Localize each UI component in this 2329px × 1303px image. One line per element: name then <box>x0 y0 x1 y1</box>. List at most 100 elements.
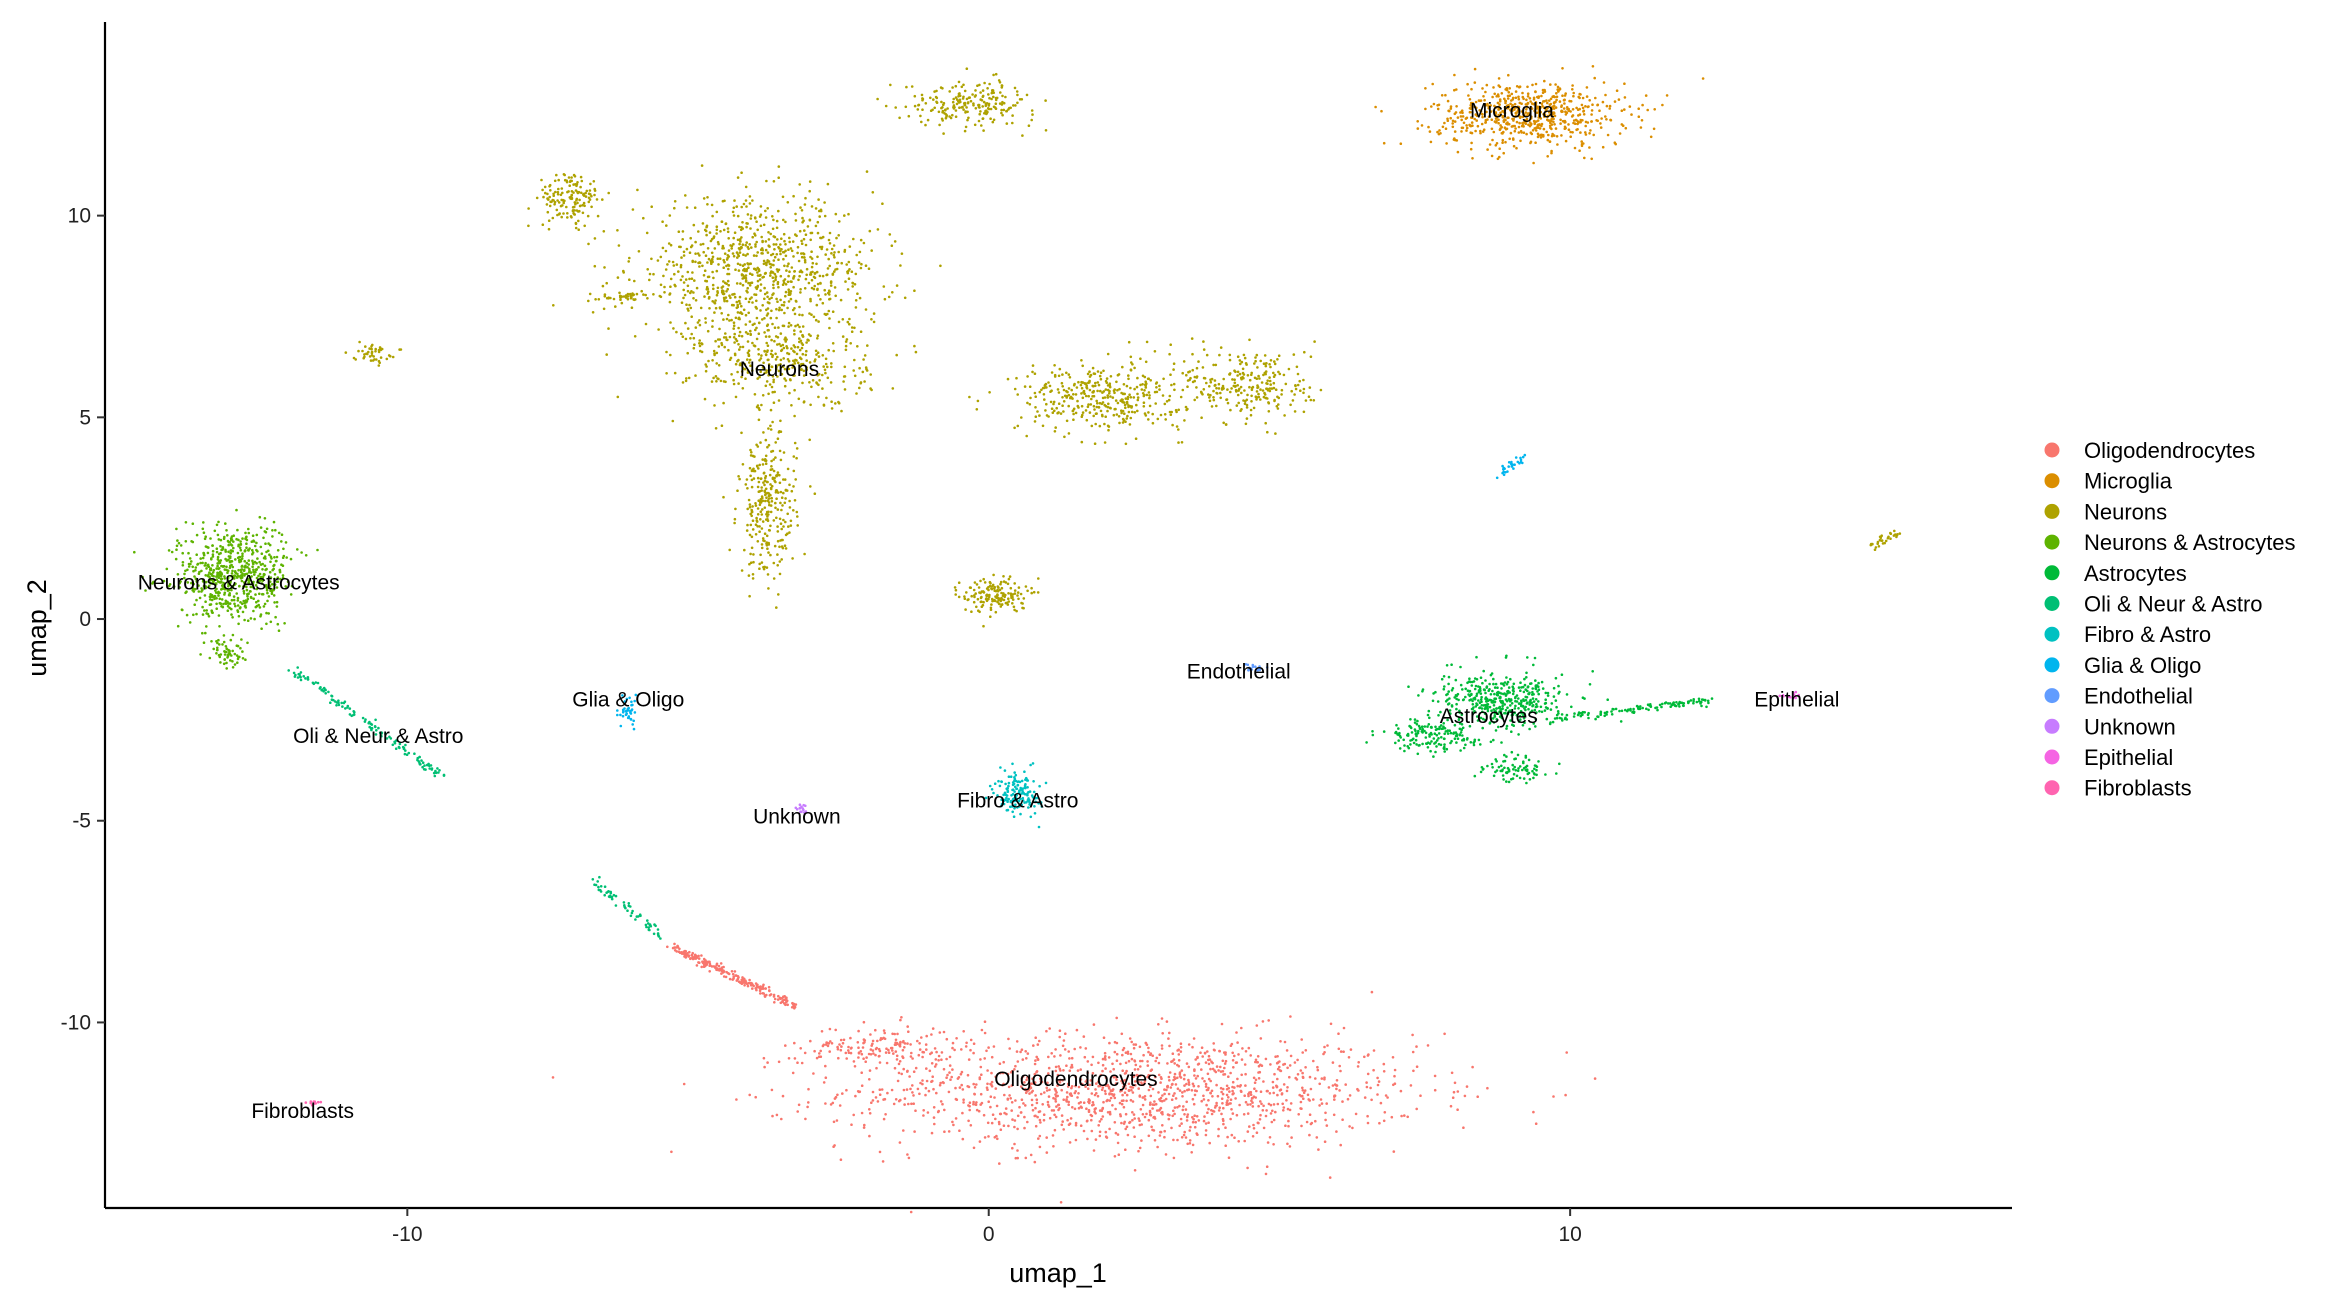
data-point <box>748 358 752 362</box>
data-point <box>1074 1138 1078 1142</box>
data-point <box>1453 1081 1457 1085</box>
data-point <box>1023 1126 1026 1130</box>
data-point <box>593 187 596 191</box>
data-point <box>715 225 719 228</box>
data-point <box>920 1036 923 1039</box>
data-point <box>1020 1098 1024 1101</box>
data-point <box>772 280 775 283</box>
data-point <box>1046 1103 1050 1107</box>
data-point <box>799 364 802 368</box>
data-point <box>756 266 759 270</box>
data-point <box>1483 103 1487 107</box>
data-point <box>685 377 688 380</box>
data-point <box>779 501 782 505</box>
data-point <box>1061 385 1064 388</box>
data-point <box>1151 1128 1154 1132</box>
data-point <box>1082 1101 1086 1104</box>
data-point <box>1235 390 1238 393</box>
data-point <box>831 273 835 276</box>
data-point <box>1223 1062 1227 1065</box>
data-point <box>951 113 954 117</box>
data-point <box>703 269 707 273</box>
data-point <box>1497 107 1501 111</box>
data-point <box>1276 1093 1279 1097</box>
data-point <box>1276 358 1279 361</box>
data-point <box>1085 1107 1088 1110</box>
data-point <box>1176 1138 1179 1142</box>
data-point <box>750 451 753 454</box>
data-point <box>1063 1048 1067 1051</box>
data-point <box>758 562 761 566</box>
data-point <box>1550 151 1553 155</box>
data-point <box>756 513 760 516</box>
data-point <box>1420 124 1424 127</box>
data-point <box>780 508 783 512</box>
data-point <box>801 313 804 317</box>
data-point <box>1147 1046 1150 1050</box>
data-point <box>1267 1019 1270 1022</box>
data-point <box>717 964 721 968</box>
data-point <box>746 523 749 527</box>
data-point <box>1443 121 1446 125</box>
data-point <box>980 124 983 127</box>
data-point <box>764 987 767 990</box>
data-point <box>799 288 802 291</box>
data-point <box>1047 1055 1050 1059</box>
data-point <box>1109 1096 1113 1100</box>
data-point <box>773 339 776 343</box>
data-point <box>774 276 777 280</box>
data-point <box>1014 1099 1017 1102</box>
data-point <box>596 214 600 218</box>
data-point <box>571 209 575 213</box>
data-point <box>1268 1136 1272 1139</box>
data-point <box>1245 417 1249 420</box>
data-point <box>1010 1084 1014 1087</box>
data-point <box>713 311 716 314</box>
data-point <box>770 263 773 266</box>
data-point <box>1202 376 1206 380</box>
data-point <box>913 94 917 98</box>
data-point <box>689 306 693 310</box>
data-point <box>1460 118 1463 122</box>
data-point <box>713 301 717 305</box>
data-point <box>1115 1078 1118 1081</box>
data-point <box>1492 109 1496 112</box>
data-point <box>1173 388 1176 392</box>
data-point <box>1319 1098 1323 1101</box>
data-point <box>1512 138 1515 141</box>
data-point <box>722 258 725 262</box>
data-point <box>573 212 576 216</box>
data-point <box>1084 382 1088 385</box>
data-point <box>793 350 796 354</box>
data-point <box>776 238 779 241</box>
data-point <box>858 250 862 254</box>
data-point <box>781 546 785 550</box>
data-point <box>734 268 737 272</box>
data-point <box>1147 1088 1151 1092</box>
data-point <box>763 331 766 334</box>
data-point <box>737 316 741 320</box>
data-point <box>727 255 731 258</box>
data-point <box>617 244 621 247</box>
data-point <box>1122 401 1126 404</box>
data-point <box>967 1119 970 1123</box>
data-point <box>1182 1133 1186 1137</box>
data-point <box>878 1061 882 1064</box>
data-point <box>756 445 760 448</box>
data-point <box>692 223 696 227</box>
data-point <box>698 265 701 268</box>
data-point <box>724 332 727 335</box>
data-point <box>749 227 752 230</box>
data-point <box>900 1072 903 1076</box>
data-point <box>732 242 735 246</box>
data-point <box>1202 1094 1205 1098</box>
data-point <box>1020 1048 1024 1051</box>
data-point <box>1156 1145 1159 1149</box>
data-point <box>1014 104 1017 107</box>
data-point <box>756 377 759 380</box>
data-point <box>1280 388 1284 392</box>
data-point <box>775 219 779 223</box>
data-point <box>876 1039 879 1043</box>
data-point <box>727 348 730 352</box>
data-point <box>790 404 793 407</box>
